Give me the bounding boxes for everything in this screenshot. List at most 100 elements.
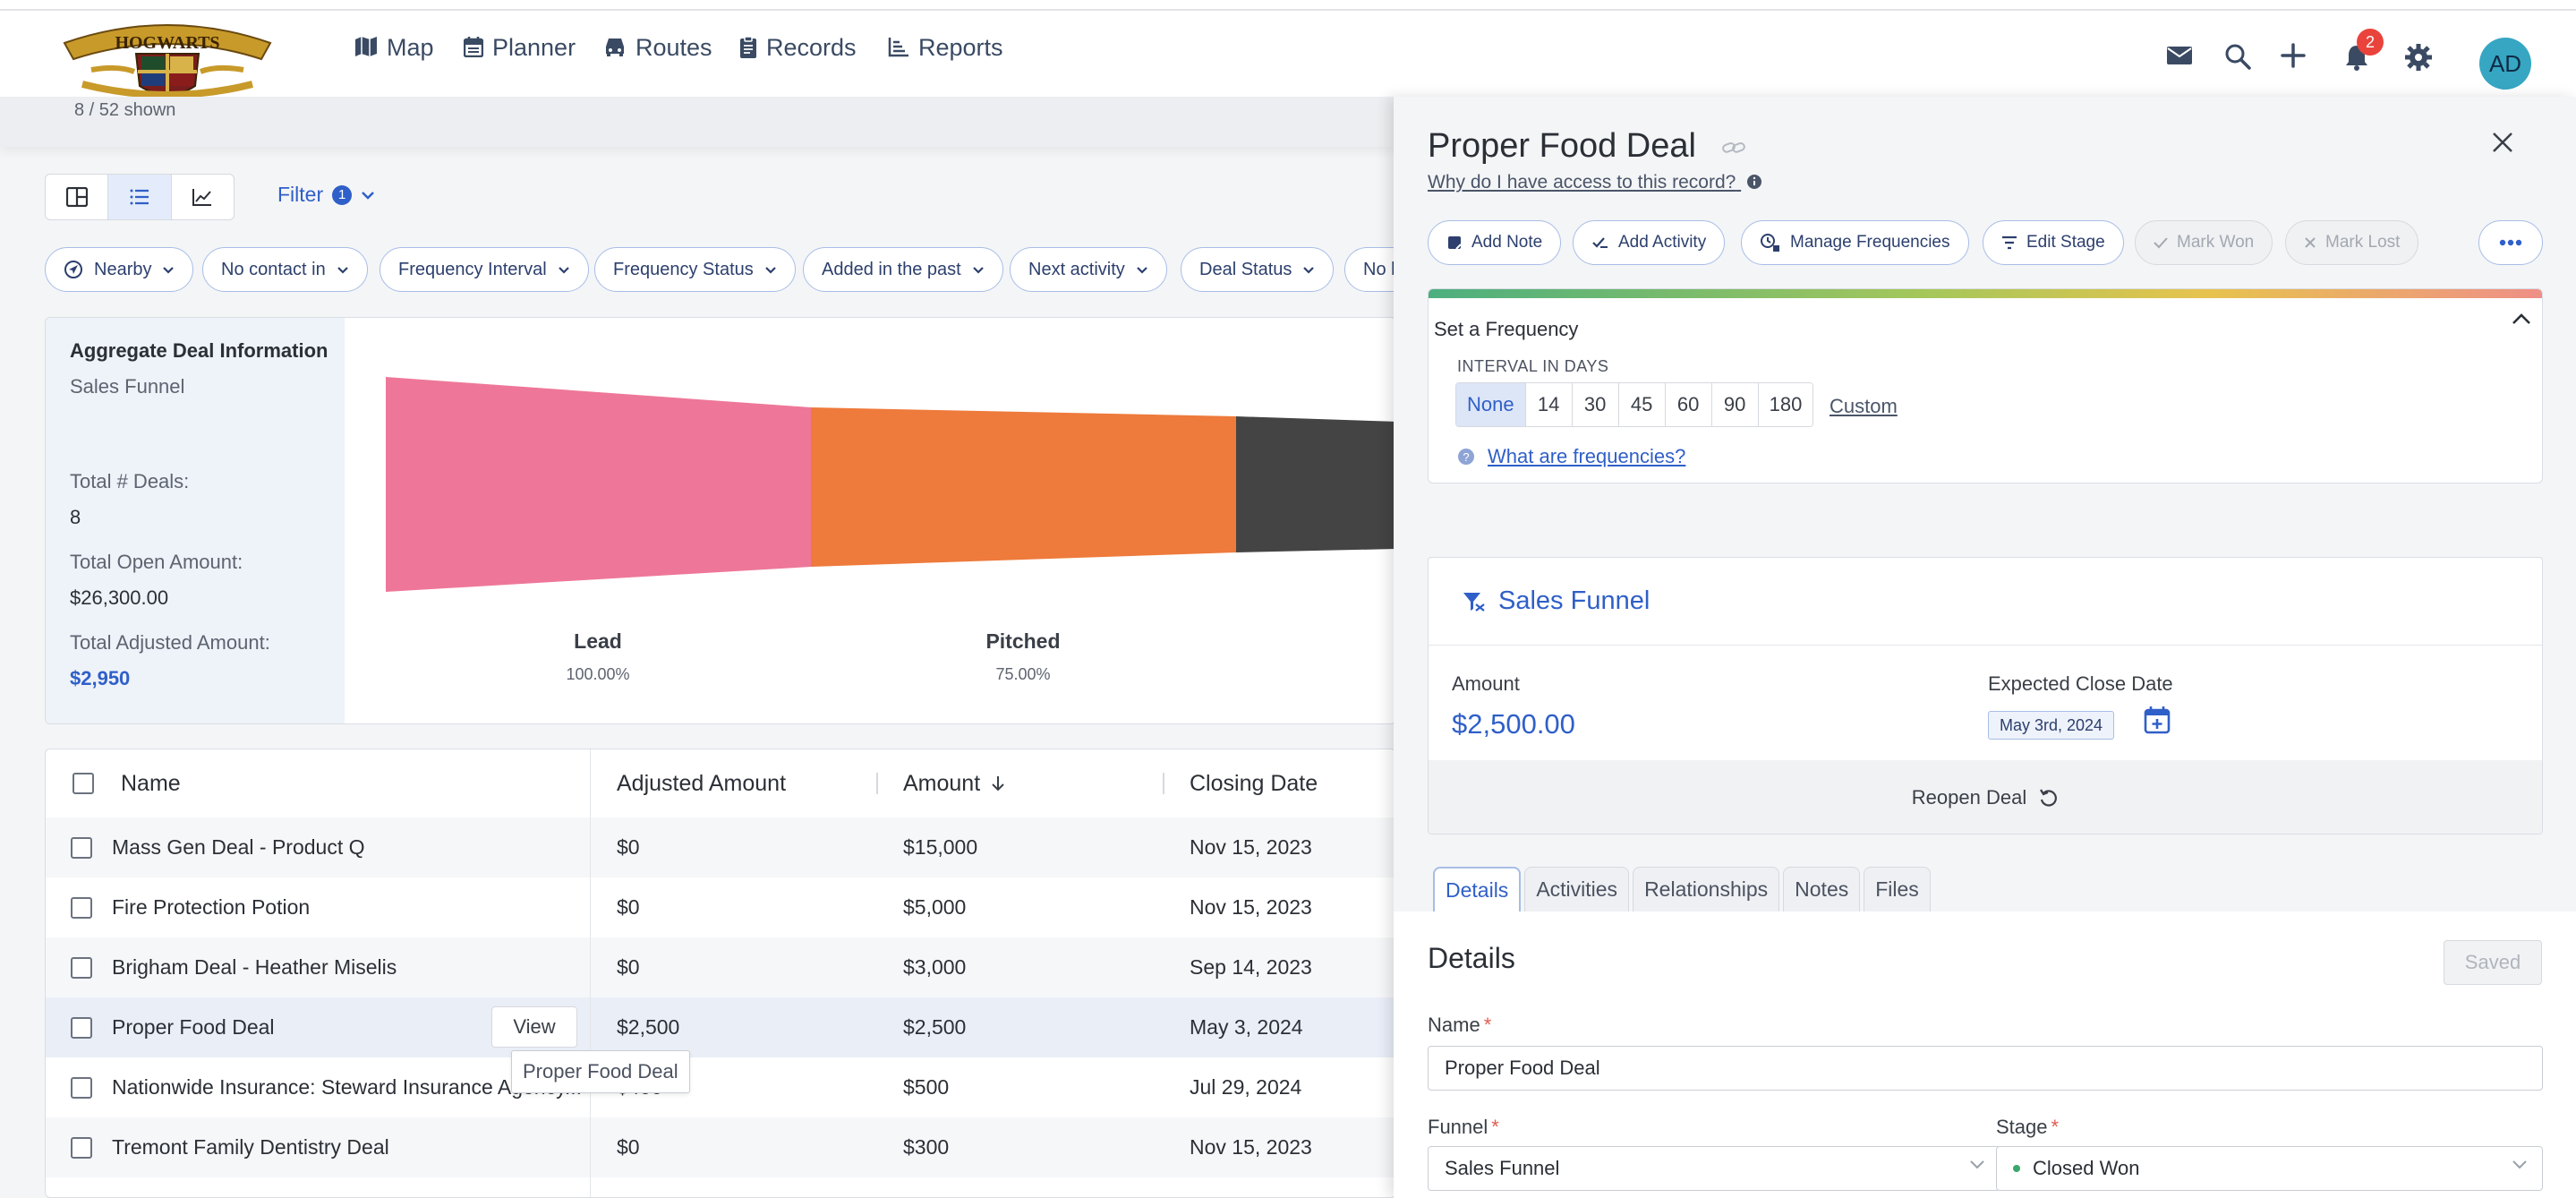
column-resize-handle[interactable]	[876, 773, 878, 794]
nav-records[interactable]: Records	[723, 34, 873, 106]
chip-next-activity[interactable]: Next activity	[1010, 247, 1167, 292]
row-checkbox[interactable]	[71, 937, 92, 997]
interval-option[interactable]: 14	[1525, 383, 1573, 426]
tab-notes[interactable]: Notes	[1783, 867, 1861, 911]
chip-truncated[interactable]: No l	[1344, 247, 1396, 292]
details-section: Details Saved Name * Proper Food Deal Fun…	[1394, 911, 2576, 1198]
nav-routes[interactable]: Routes	[587, 34, 729, 106]
add-note-button[interactable]: Add Note	[1428, 220, 1562, 265]
link-icon[interactable]	[1721, 140, 1745, 156]
tab-files[interactable]: Files	[1864, 867, 1931, 911]
nav-map[interactable]: Map	[338, 34, 450, 106]
interval-option[interactable]: 30	[1572, 383, 1619, 426]
close-date-chip[interactable]: May 3rd, 2024	[1988, 711, 2115, 740]
manage-frequencies-button[interactable]: Manage Frequencies	[1741, 220, 1969, 265]
deal-amount: $2,500	[903, 1015, 967, 1039]
saved-button[interactable]: Saved	[2444, 940, 2542, 985]
deal-name[interactable]: Fire Protection Potion	[112, 895, 311, 919]
what-are-frequencies-link[interactable]: ? What are frequencies?	[1457, 445, 1685, 468]
chip-no-contact[interactable]: No contact in	[202, 247, 368, 292]
hogwarts-logo[interactable]: HOGWARTS	[55, 16, 279, 106]
row-checkbox[interactable]	[71, 1117, 92, 1177]
column-header-adjusted-amount[interactable]: Adjusted Amount	[617, 770, 787, 796]
nav-reports-label: Reports	[918, 34, 1003, 61]
select-all-checkbox[interactable]	[73, 749, 94, 817]
deal-adjusted-amount: $0	[617, 835, 640, 859]
more-actions-button[interactable]	[2478, 220, 2543, 265]
view-record-button[interactable]: View	[491, 1006, 577, 1048]
deal-adjusted-amount: $0	[617, 1135, 640, 1159]
record-detail-panel: Proper Food Deal Why do I have access to…	[1394, 97, 2576, 1198]
row-checkbox[interactable]	[71, 997, 92, 1057]
chip-label: Frequency Interval	[398, 259, 547, 279]
column-header-closing-date[interactable]: Closing Date	[1190, 770, 1318, 796]
row-checkbox[interactable]	[71, 877, 92, 937]
interval-option[interactable]: 90	[1711, 383, 1759, 426]
deal-name[interactable]: Nationwide Insurance: Steward Insurance …	[112, 1075, 583, 1099]
edit-stage-button[interactable]: Edit Stage	[1983, 220, 2124, 265]
access-help-link[interactable]: Why do I have access to this record?	[1428, 172, 1762, 193]
gear-icon[interactable]	[2404, 43, 2433, 72]
interval-option[interactable]: None	[1456, 383, 1526, 426]
chip-frequency-interval[interactable]: Frequency Interval	[380, 247, 589, 292]
chip-label: Deal Status	[1199, 259, 1292, 279]
board-view-button[interactable]	[46, 175, 109, 219]
table-row[interactable]: Tremont Family Dentistry Deal $0 $300 No…	[46, 1117, 1395, 1177]
interval-option[interactable]: 45	[1618, 383, 1666, 426]
chip-frequency-status[interactable]: Frequency Status	[594, 247, 796, 292]
user-avatar[interactable]: AD	[2479, 38, 2531, 90]
deal-adjusted-amount: $2,500	[617, 1015, 680, 1039]
stage-select[interactable]: Closed Won	[1996, 1146, 2543, 1191]
reopen-deal-button[interactable]: Reopen Deal	[1429, 760, 2542, 834]
deal-closing-date: May 3, 2024	[1190, 1015, 1303, 1039]
column-header-amount[interactable]: Amount	[903, 749, 1005, 817]
board-icon	[65, 187, 88, 207]
chip-deal-status[interactable]: Deal Status	[1181, 247, 1335, 292]
deal-name[interactable]: Mass Gen Deal - Product Q	[112, 835, 365, 859]
tab-details[interactable]: Details	[1433, 867, 1522, 911]
chip-added-in-past[interactable]: Added in the past	[803, 247, 1003, 292]
tab-relationships[interactable]: Relationships	[1633, 867, 1780, 911]
nav-reports[interactable]: Reports	[872, 34, 1019, 106]
search-icon[interactable]	[2224, 43, 2251, 70]
plus-icon[interactable]	[2281, 43, 2306, 68]
custom-interval-link[interactable]: Custom	[1830, 395, 1898, 417]
table-row[interactable]: Brigham Deal - Heather Miselis $0 $3,000…	[46, 937, 1395, 997]
row-checkbox[interactable]	[71, 817, 92, 877]
chip-nearby[interactable]: Nearby	[45, 247, 194, 292]
chart-view-button[interactable]	[172, 175, 234, 219]
chevron-up-icon[interactable]	[2512, 312, 2531, 325]
funnel-field-label: Funnel *	[1428, 1116, 1499, 1139]
x-icon	[2305, 237, 2316, 248]
calendar-plus-icon[interactable]	[2144, 706, 2171, 734]
funnel-select[interactable]: Sales Funnel	[1428, 1146, 2000, 1191]
deal-name[interactable]: Proper Food Deal	[112, 1015, 275, 1039]
record-tabs: Details Activities Relationships Notes F…	[1433, 867, 1931, 911]
close-icon[interactable]	[2491, 131, 2514, 154]
deal-closing-date: Nov 15, 2023	[1190, 895, 1312, 919]
filter-button[interactable]: Filter 1	[277, 183, 375, 207]
nav-planner[interactable]: Planner	[448, 34, 592, 106]
deal-name[interactable]: Brigham Deal - Heather Miselis	[112, 955, 397, 979]
table-row[interactable]: Mass Gen Deal - Product Q $0 $15,000 Nov…	[46, 817, 1395, 877]
interval-option[interactable]: 60	[1665, 383, 1712, 426]
mark-lost-button[interactable]: Mark Lost	[2285, 220, 2419, 265]
interval-label: INTERVAL IN DAYS	[1457, 357, 1609, 375]
list-view-button[interactable]	[108, 175, 172, 219]
column-header-name[interactable]: Name	[121, 770, 181, 796]
amount-value[interactable]: $2,500.00	[1452, 708, 1575, 740]
mark-won-button[interactable]: Mark Won	[2135, 220, 2273, 265]
interval-option[interactable]: 180	[1758, 383, 1813, 426]
tab-activities[interactable]: Activities	[1524, 867, 1630, 911]
clipboard-icon	[740, 36, 756, 58]
mail-icon[interactable]	[2166, 43, 2193, 66]
table-row[interactable]: Fire Protection Potion $0 $5,000 Nov 15,…	[46, 877, 1395, 937]
row-checkbox[interactable]	[71, 1057, 92, 1117]
deal-name[interactable]: Tremont Family Dentistry Deal	[112, 1135, 389, 1159]
add-activity-button[interactable]: Add Activity	[1573, 220, 1726, 265]
table-row[interactable]: Nationwide Insurance: Steward Insurance …	[46, 1057, 1395, 1117]
name-input[interactable]: Proper Food Deal	[1428, 1046, 2543, 1091]
frequency-icon	[1761, 234, 1779, 252]
column-resize-handle[interactable]	[1163, 773, 1164, 794]
table-row-selected[interactable]: Proper Food Deal View $2,500 $2,500 May …	[46, 997, 1395, 1057]
